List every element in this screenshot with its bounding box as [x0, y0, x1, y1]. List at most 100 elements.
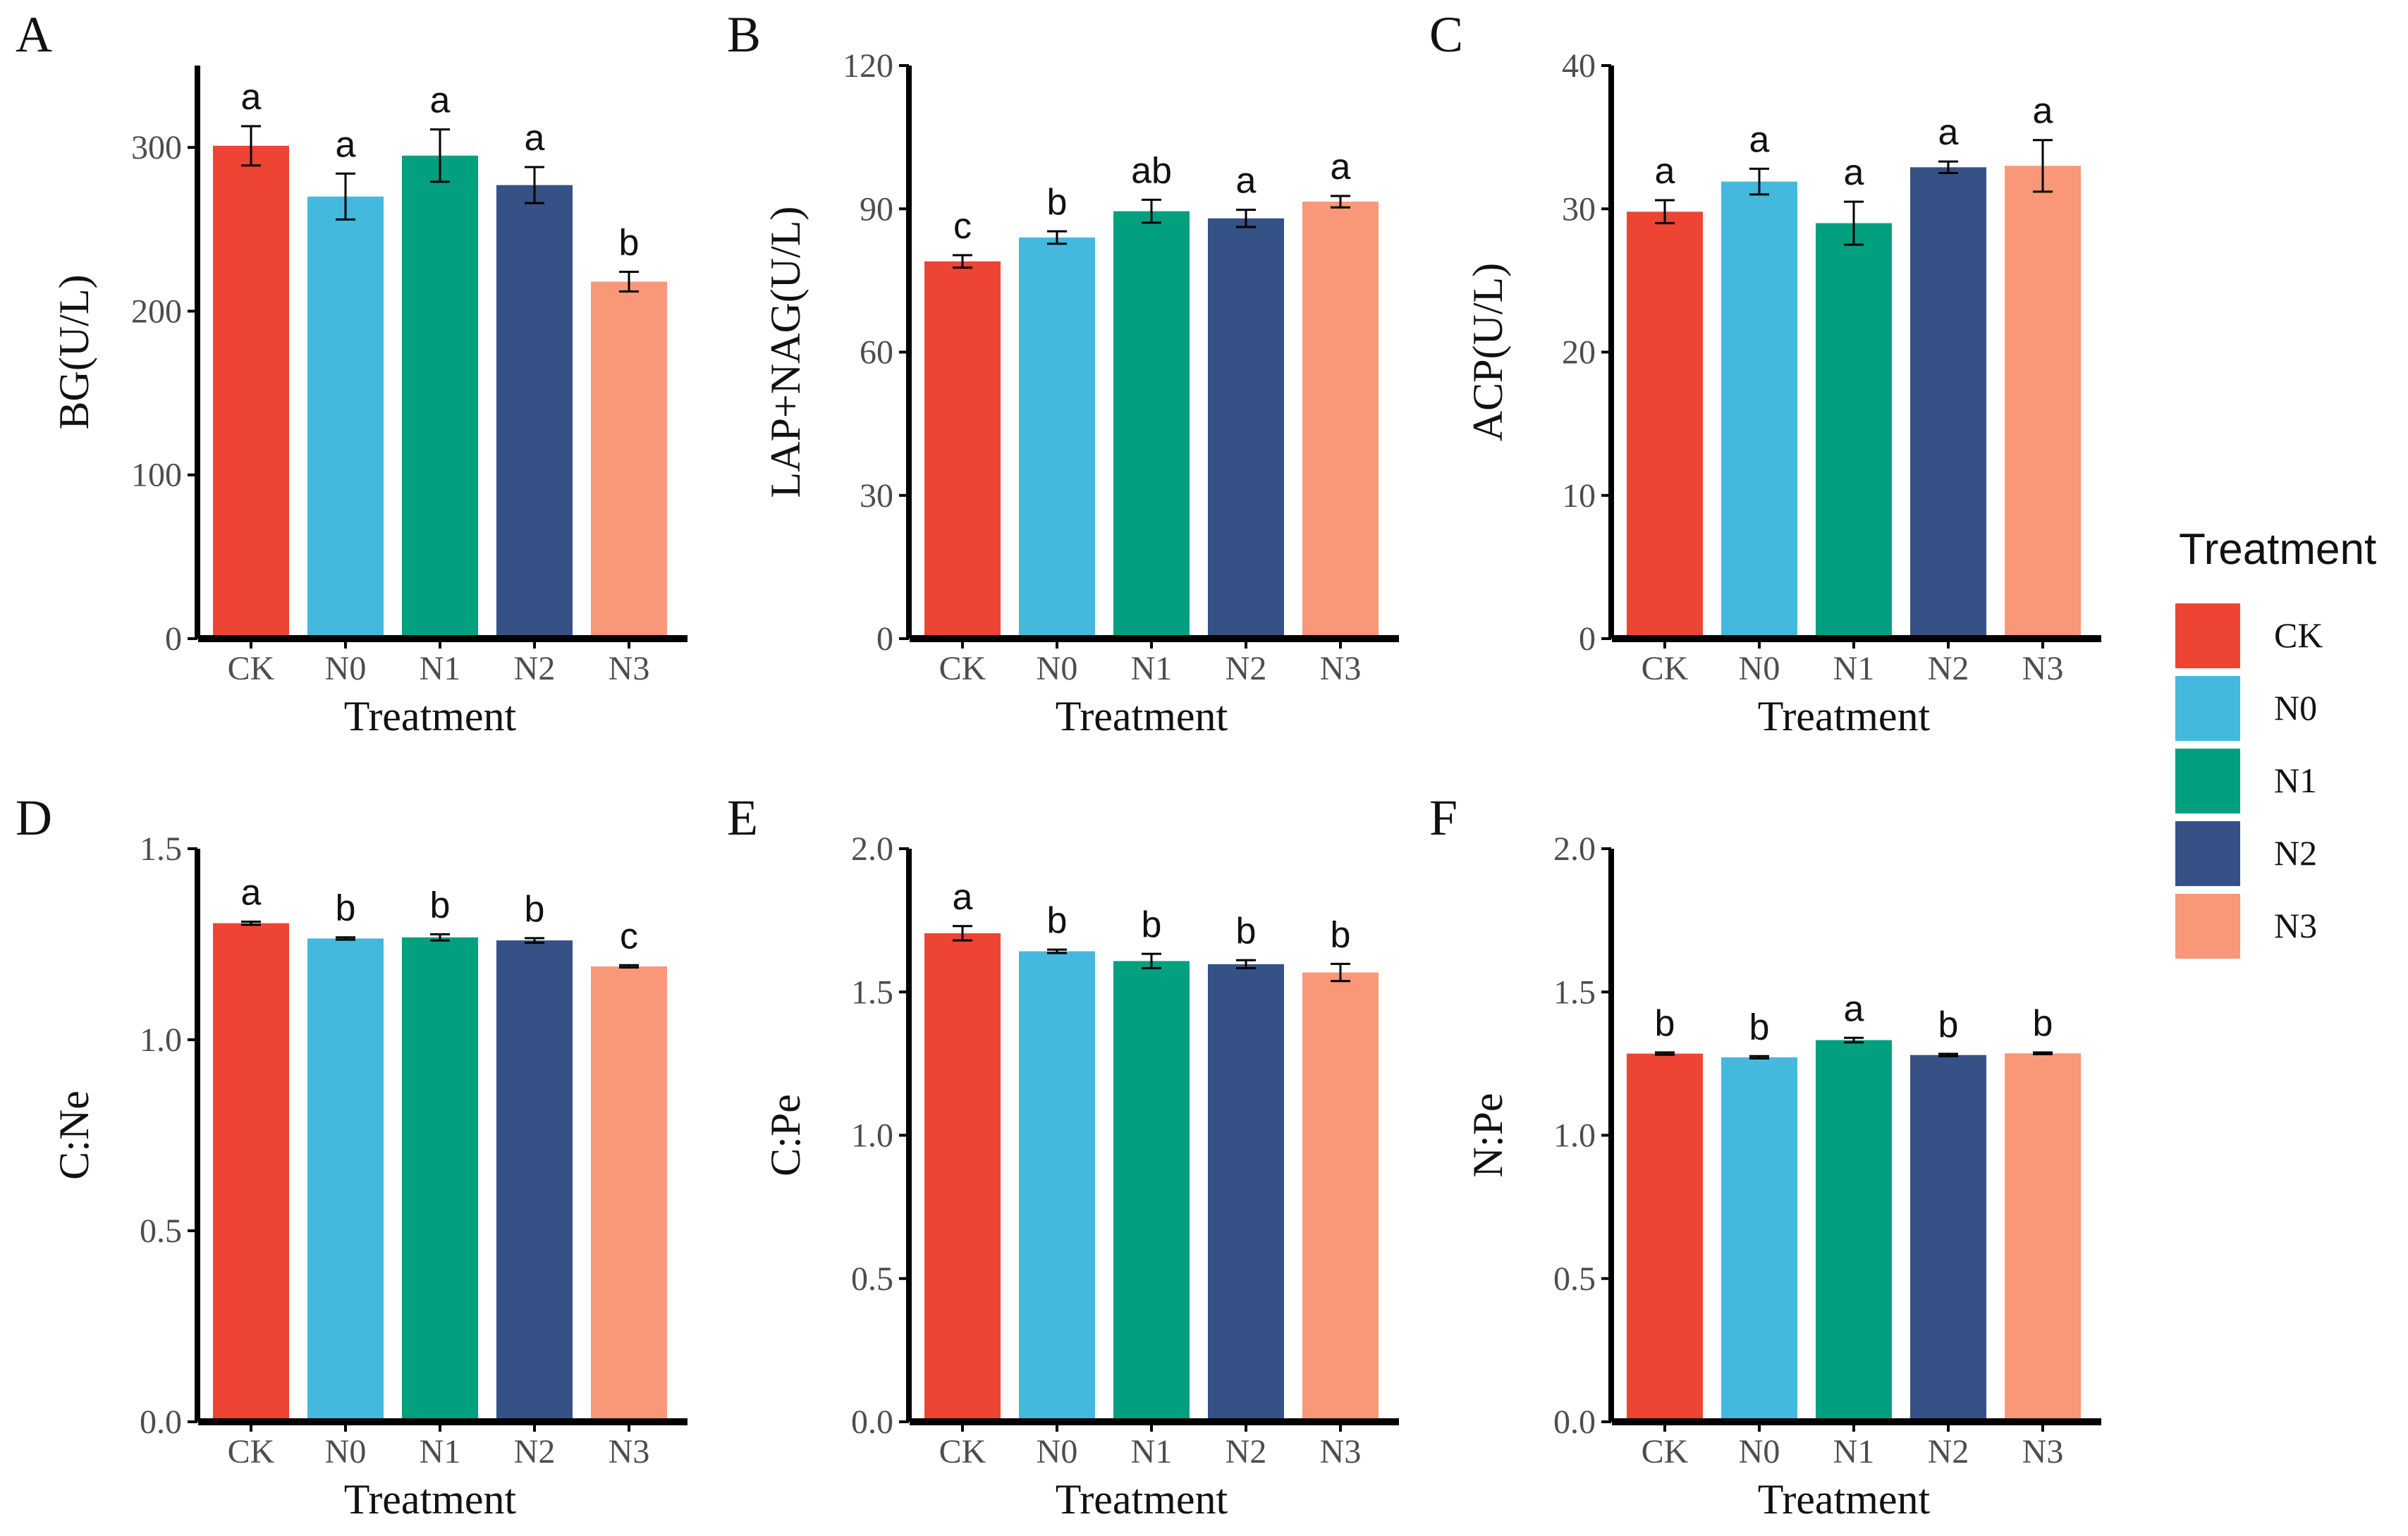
significance-letter: a	[1331, 147, 1351, 188]
panel-label: B	[727, 6, 761, 63]
x-tick-label: CK	[939, 1433, 986, 1470]
bar-n3	[591, 966, 667, 1422]
legend-label: CK	[2274, 615, 2323, 655]
x-tick-label: N2	[514, 1433, 556, 1470]
significance-letter: a	[1655, 151, 1675, 192]
significance-letter: b	[1236, 911, 1257, 952]
y-tick-label: 1.5	[1553, 973, 1596, 1011]
x-tick-label: N0	[325, 1433, 367, 1470]
y-tick-label: 120	[843, 47, 893, 85]
significance-letter: b	[1047, 900, 1068, 941]
bar-ck	[924, 261, 1001, 639]
y-tick-label: 300	[131, 129, 182, 166]
x-tick-label: N2	[514, 650, 556, 687]
y-tick-label: 0	[1579, 620, 1596, 658]
y-tick-label: 0.5	[140, 1212, 182, 1250]
x-tick-label: N1	[420, 650, 461, 687]
legend-item-n0: N0	[2175, 676, 2317, 741]
x-tick-label: N1	[1833, 1433, 1875, 1470]
significance-letter: b	[619, 223, 640, 264]
x-tick-label: N0	[325, 650, 367, 687]
legend-label: N0	[2274, 688, 2317, 727]
bar-ck	[213, 923, 289, 1422]
x-tick-label: CK	[228, 1433, 275, 1470]
x-tick-label: N3	[609, 1433, 650, 1470]
x-tick-label: CK	[1642, 1433, 1689, 1470]
legend: Treatment CK N0 N1 N2 N3	[2175, 525, 2376, 959]
y-tick-label: 1.0	[140, 1021, 182, 1059]
y-tick-label: 1.0	[1553, 1117, 1596, 1155]
panel-label: A	[16, 6, 52, 63]
y-tick-label: 20	[1562, 334, 1596, 371]
y-tick-label: 0.5	[1553, 1260, 1596, 1298]
bar-n1	[1816, 1040, 1892, 1422]
significance-letter: ab	[1131, 150, 1172, 191]
legend-swatch	[2175, 894, 2240, 959]
significance-letter: a	[2033, 91, 2053, 132]
legend-item-n3: N3	[2175, 894, 2317, 959]
y-tick-label: 200	[131, 293, 182, 330]
significance-letter: b	[430, 885, 451, 926]
y-tick-label: 2.0	[1553, 830, 1596, 868]
x-tick-label: N3	[1320, 1433, 1362, 1470]
bar-n0	[1721, 181, 1797, 639]
y-axis-label: LAP+NAG(U/L)	[762, 207, 809, 498]
panel-label: D	[16, 789, 52, 846]
x-tick-label: CK	[1642, 650, 1689, 687]
significance-letter: a	[525, 118, 545, 159]
x-axis-label: Treatment	[1758, 1476, 1931, 1523]
bar-n0	[307, 196, 384, 639]
y-axis-label: C:Pe	[762, 1094, 809, 1176]
panels: A0100200300BG(U/L)aCKaN0aN1aN2bN3Treatme…	[16, 6, 2101, 1523]
bar-n1	[1113, 211, 1190, 639]
panel-label: E	[727, 789, 758, 846]
y-tick-label: 40	[1562, 47, 1596, 85]
legend-label: N2	[2274, 833, 2317, 873]
x-tick-label: N1	[420, 1433, 461, 1470]
bar-n1	[1816, 223, 1892, 639]
y-tick-label: 0.0	[851, 1403, 893, 1441]
x-tick-label: N3	[609, 650, 650, 687]
x-tick-label: N2	[1226, 650, 1267, 687]
significance-letter: b	[1655, 1003, 1675, 1044]
legend-item-n2: N2	[2175, 821, 2317, 886]
significance-letter: b	[1142, 904, 1162, 945]
y-tick-label: 0	[876, 620, 893, 658]
significance-letter: a	[430, 80, 451, 121]
bar-n0	[1721, 1057, 1797, 1422]
x-axis-label: Treatment	[1056, 693, 1228, 739]
legend-swatch	[2175, 676, 2240, 741]
bar-ck	[1627, 211, 1703, 639]
x-tick-label: N0	[1037, 1433, 1078, 1470]
panel-a: A 0 100 200 300 BG(U/L) a CK a N0 a N1 a N2 b N3 Treatme…	[16, 6, 687, 739]
x-axis-label: Treatment	[1056, 1476, 1228, 1523]
legend-item-ck: CK	[2175, 603, 2323, 668]
y-tick-label: 0	[165, 620, 182, 658]
y-axis-label: ACP(U/L)	[1465, 263, 1511, 441]
x-tick-label: N2	[1226, 1433, 1267, 1470]
x-axis-label: Treatment	[344, 693, 517, 739]
legend-items: CK N0 N1 N2 N3	[2175, 603, 2323, 959]
significance-letter: a	[241, 873, 262, 914]
bar-n2	[496, 940, 573, 1422]
x-tick-label: N3	[2022, 650, 2064, 687]
y-tick-label: 30	[1562, 190, 1596, 228]
legend-swatch	[2175, 603, 2240, 668]
panel-label: C	[1429, 6, 1463, 63]
bar-n1	[1113, 961, 1190, 1422]
significance-letter: b	[2033, 1003, 2053, 1044]
panel-e: E 0.0 0.5 1.0 1.5 2.0 C:Pe a CK b N0 b N1 b N2 b N3 Treat…	[727, 789, 1399, 1523]
bar-n2	[1208, 964, 1284, 1422]
significance-letter: b	[1749, 1007, 1770, 1047]
legend-swatch	[2175, 749, 2240, 813]
significance-letter: b	[1938, 1004, 1959, 1045]
significance-letter: b	[525, 889, 545, 930]
significance-letter: a	[1844, 152, 1864, 193]
bar-n2	[496, 185, 573, 639]
x-tick-label: N3	[1320, 650, 1362, 687]
y-tick-label: 1.0	[851, 1117, 893, 1155]
x-tick-label: CK	[939, 650, 986, 687]
panel-b: B 0 30 60 90 120 LAP+NAG(U/L) c CK b N0 ab N1 a N2 a N3 T…	[727, 6, 1399, 739]
panel-d: D 0.0 0.5 1.0 1.5 C:Ne a CK b N0 b N1 b N2 c N3 Treatmen…	[16, 789, 687, 1523]
